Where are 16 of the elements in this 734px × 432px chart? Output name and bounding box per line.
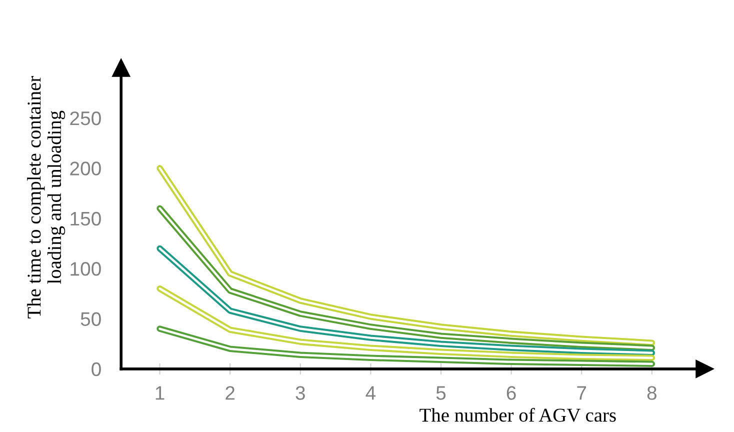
y-tick-label: 50 [80,312,101,326]
x-tick-label: 7 [577,386,586,400]
y-tick-label: 250 [70,111,101,126]
y-tick-label: 0 [92,362,101,376]
x-tick-label: 3 [296,386,305,400]
y-tick-label: 200 [70,162,101,176]
x-tick-label: 2 [226,386,235,400]
x-tick-label: 8 [647,386,656,400]
y-axis-title: The time to complete container loading and unloading [27,76,66,318]
x-tick-label: 6 [506,386,516,400]
y-tick-label: 100 [70,262,101,276]
y-tick-label: 150 [70,212,101,226]
x-tick-label: 1 [156,386,164,400]
x-tick-label: 4 [366,386,376,400]
x-tick-label: 5 [436,386,446,400]
x-axis-title: The number of AGV cars [420,408,616,422]
